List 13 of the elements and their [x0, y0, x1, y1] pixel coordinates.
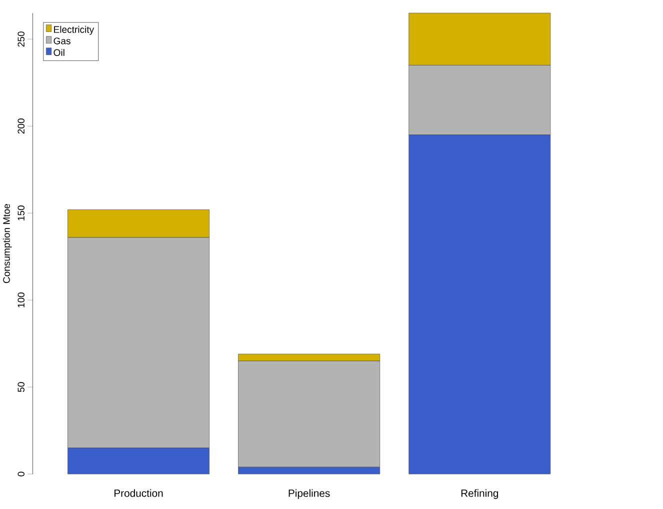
y-tick-label: 250: [18, 32, 24, 47]
legend-label: Oil: [54, 49, 64, 56]
y-tick-label: 100: [18, 292, 24, 308]
y-tick-label: 0: [18, 472, 24, 476]
x-tick-label: Production: [114, 489, 163, 497]
x-tick-label: Refining: [461, 489, 498, 500]
y-tick-label: 50: [18, 382, 24, 392]
y-tick-label: 150: [18, 206, 24, 220]
legend-label: Electricity: [54, 26, 94, 35]
legend-label: Gas: [54, 38, 70, 44]
x-tick-label: Pipelines: [288, 489, 330, 500]
y-tick-label: 200: [18, 118, 24, 134]
y-axis-title: Consumption Mtoe: [2, 204, 12, 284]
